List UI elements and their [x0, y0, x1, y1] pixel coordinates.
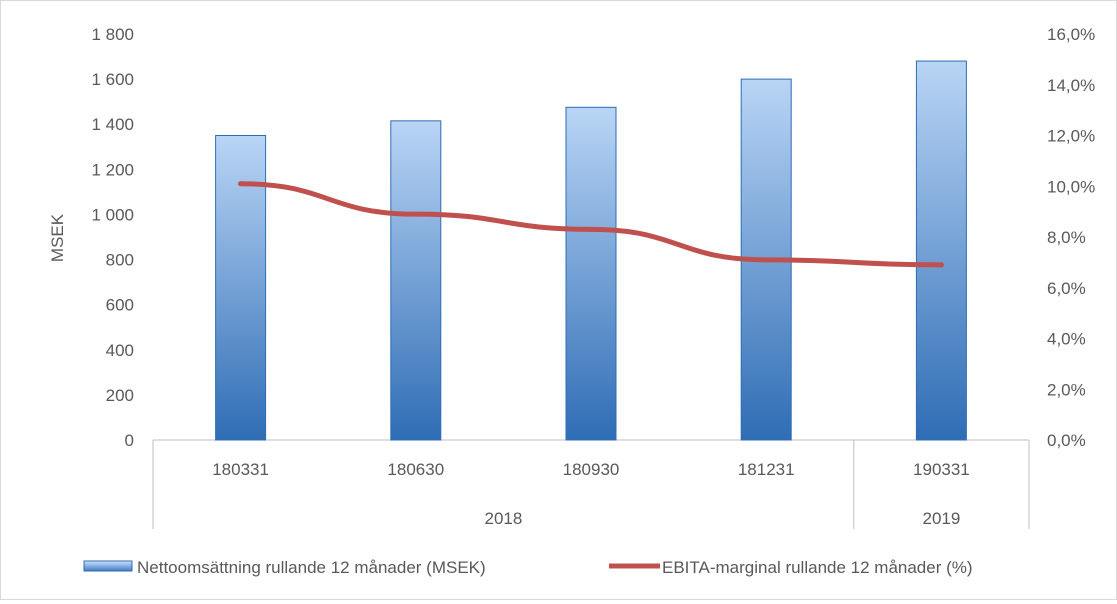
bar [565, 106, 617, 441]
legend-label-line: EBITA-marginal rullande 12 månader (%) [662, 558, 973, 577]
bar-series [215, 60, 967, 441]
line-point [588, 226, 594, 232]
y2-tick-label: 0,0% [1047, 431, 1086, 450]
category-group-label: 2018 [484, 509, 522, 528]
y-tick-label: 1 000 [91, 205, 134, 224]
legend-label-bar: Nettoomsättning rullande 12 månader (MSE… [137, 558, 486, 577]
y-tick-label: 200 [106, 386, 134, 405]
y2-axis-ticks: 0,0% 2,0% 4,0% 6,0% 8,0% 10,0% 12,0% 14,0% 16,0% [1047, 25, 1095, 450]
y-tick-label: 1 800 [91, 25, 134, 44]
y-tick-label: 400 [106, 341, 134, 360]
line-point [238, 181, 244, 187]
y2-tick-label: 2,0% [1047, 380, 1086, 399]
x-tick-label: 180930 [563, 460, 620, 479]
category-axis: 180331 180630 180930 181231 190331 2018 2019 [152, 439, 1030, 529]
line-point [938, 262, 944, 268]
y2-tick-label: 10,0% [1047, 177, 1095, 196]
y-tick-label: 1 600 [91, 70, 134, 89]
y-tick-label: 600 [106, 296, 134, 315]
legend-swatch-bar [83, 560, 133, 572]
y-axis-title: MSEK [48, 213, 67, 262]
bar [915, 60, 967, 441]
y2-tick-label: 6,0% [1047, 279, 1086, 298]
x-tick-label: 190331 [913, 460, 970, 479]
y2-tick-label: 8,0% [1047, 228, 1086, 247]
y-axis-ticks: 0 200 400 600 800 1 000 1 200 1 400 1 600 1 800 [91, 25, 134, 450]
y-tick-label: 1 200 [91, 160, 134, 179]
y2-tick-label: 16,0% [1047, 25, 1095, 44]
x-tick-label: 181231 [738, 460, 795, 479]
bar [390, 120, 442, 441]
y-tick-label: 0 [125, 431, 134, 450]
line-point [763, 257, 769, 263]
legend: Nettoomsättning rullande 12 månader (MSE… [83, 558, 973, 577]
line-point [413, 211, 419, 217]
y2-tick-label: 14,0% [1047, 76, 1095, 95]
y2-tick-label: 4,0% [1047, 330, 1086, 349]
y-tick-label: 800 [106, 251, 134, 270]
x-tick-label: 180331 [212, 460, 269, 479]
y-tick-label: 1 400 [91, 115, 134, 134]
x-tick-label: 180630 [387, 460, 444, 479]
line-series [238, 181, 944, 268]
category-group-label: 2019 [922, 509, 960, 528]
bar [215, 135, 267, 441]
y2-tick-label: 12,0% [1047, 127, 1095, 146]
